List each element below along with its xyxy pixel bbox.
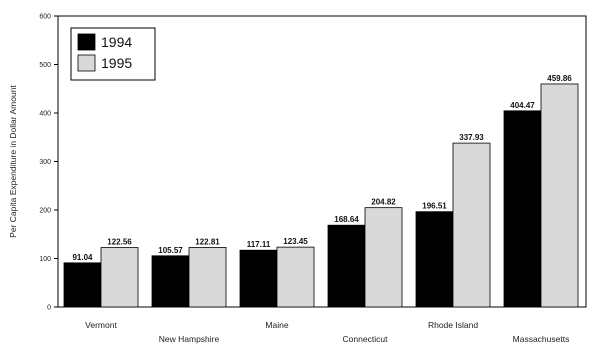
legend-swatch-1995 xyxy=(77,54,96,72)
bar-1994-rhode-island xyxy=(415,211,454,308)
bar-1995-maine xyxy=(276,246,315,308)
category-label: Rhode Island xyxy=(428,320,478,330)
y-tick-label: 400 xyxy=(39,111,51,118)
category-label: Maine xyxy=(265,320,288,330)
category-label: Connecticut xyxy=(343,334,389,344)
legend-label-1994: 1994 xyxy=(101,34,132,50)
bar-1994-massachusetts xyxy=(503,110,542,308)
bar-1994-connecticut xyxy=(327,224,366,308)
data-label: 459.86 xyxy=(547,74,572,83)
data-label: 337.93 xyxy=(459,133,484,142)
y-tick-label: 0 xyxy=(47,305,51,312)
y-tick-label: 600 xyxy=(39,14,51,21)
bar-1995-rhode-island xyxy=(452,142,491,308)
legend: 1994 1995 xyxy=(70,27,156,81)
data-label: 196.51 xyxy=(422,202,447,211)
bar-1994-new-hampshire xyxy=(151,255,190,308)
category-labels: Vermont New Hampshire Maine Connecticut Rhod… xyxy=(85,320,569,344)
data-label: 117.11 xyxy=(247,240,271,249)
category-label: Massachusetts xyxy=(513,334,570,344)
y-ticks: 0 100 200 300 400 500 600 xyxy=(39,14,58,312)
data-label: 123.45 xyxy=(283,237,308,246)
category-label: Vermont xyxy=(85,320,117,330)
legend-label-1995: 1995 xyxy=(101,55,132,71)
bar-1994-vermont xyxy=(63,262,102,308)
y-axis-label: Per Capita Expenditure in Dollar Amount xyxy=(8,85,18,238)
data-label: 404.47 xyxy=(510,101,535,110)
bars: 91.04 122.56 105.57 122.81 117.11 123.45 168.6… xyxy=(63,74,579,308)
category-label: New Hampshire xyxy=(159,334,220,344)
y-tick-label: 100 xyxy=(39,256,51,263)
data-label: 168.64 xyxy=(334,215,359,224)
data-label: 105.57 xyxy=(158,246,183,255)
legend-swatch-1994 xyxy=(77,33,96,51)
y-tick-label: 300 xyxy=(39,159,51,166)
bar-1994-maine xyxy=(239,249,278,308)
bar-1995-new-hampshire xyxy=(188,247,227,308)
y-tick-label: 200 xyxy=(39,208,51,215)
data-label: 122.81 xyxy=(195,237,220,246)
data-label: 122.56 xyxy=(107,238,132,247)
bar-1995-vermont xyxy=(100,247,139,308)
y-tick-label: 500 xyxy=(39,62,51,69)
bar-1995-connecticut xyxy=(364,207,403,308)
data-label: 204.82 xyxy=(371,198,396,207)
data-label: 91.04 xyxy=(72,253,93,262)
bar-1995-massachusetts xyxy=(540,83,579,308)
